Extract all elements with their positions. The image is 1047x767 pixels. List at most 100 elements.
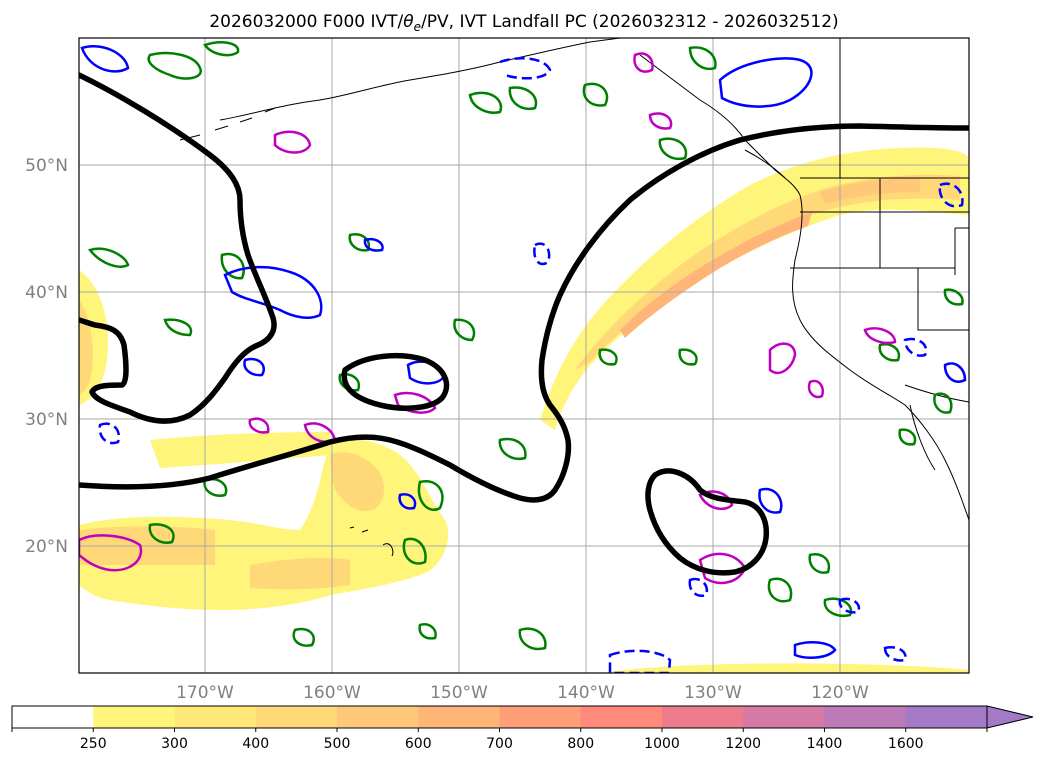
colorbar-label-300: 300 xyxy=(161,736,188,752)
colorbar-cell-8 xyxy=(662,706,744,728)
green-contour-30 xyxy=(348,233,371,252)
border-state-4 xyxy=(917,268,969,331)
magenta-contour-8 xyxy=(768,342,797,375)
green-contour-5 xyxy=(163,318,193,337)
coastline-baja xyxy=(909,404,936,471)
colorbar-ticks xyxy=(11,728,988,732)
green-contour-13 xyxy=(402,537,427,565)
colorbar-label-500: 500 xyxy=(324,736,351,752)
colorbar-cell-9 xyxy=(743,706,825,728)
colorbar-label-1600: 1600 xyxy=(888,736,924,752)
ivt-band-south-core2 xyxy=(330,452,384,511)
green-contour-29 xyxy=(823,597,853,617)
green-contour-4 xyxy=(220,252,245,280)
colorbar-cell-5 xyxy=(418,706,500,728)
colorbar-label-1200: 1200 xyxy=(725,736,761,752)
blue-contour-dashed-7 xyxy=(903,337,928,357)
figure-title: 2026032000 F000 IVT/θe/PV, IVT Landfall … xyxy=(209,12,838,34)
lat-label-40: 40°N xyxy=(25,283,68,303)
coastline-us-west xyxy=(792,194,969,521)
border-state-5 xyxy=(954,227,969,275)
green-contour-9 xyxy=(582,82,609,107)
coastline-vancouver-island xyxy=(744,149,786,179)
magenta-contour-1 xyxy=(273,130,312,154)
green-contour-17 xyxy=(808,553,831,574)
blue-contour-2 xyxy=(718,57,813,108)
blue-contour-dashed-1 xyxy=(499,57,552,80)
blue-contour-8 xyxy=(943,362,967,383)
blue-contour-1 xyxy=(80,45,130,73)
black-contours xyxy=(79,72,969,576)
latitude-labels: 50°N 40°N 30°N 20°N xyxy=(25,156,68,557)
green-contour-7 xyxy=(468,91,503,114)
colorbar-cell-11 xyxy=(905,706,988,728)
green-contour-25 xyxy=(598,348,618,366)
blue-contour-6 xyxy=(758,487,783,514)
magenta-contour-12 xyxy=(648,112,673,130)
green-contour-20 xyxy=(418,623,437,640)
blue-contour-10 xyxy=(363,238,384,252)
black-contour-central xyxy=(79,123,969,503)
green-contour-21 xyxy=(878,343,901,362)
lon-label-130w: 130°W xyxy=(684,683,742,703)
coastline-hawaii xyxy=(349,526,394,557)
black-contour-island-loop xyxy=(341,352,450,411)
blue-contour-dashed-6 xyxy=(938,182,964,208)
graticule xyxy=(79,38,969,673)
colorbar-extend-arrow xyxy=(986,705,1034,729)
lon-label-170w: 170°W xyxy=(176,683,234,703)
green-contour-1 xyxy=(147,51,202,80)
colorbar-cell-7 xyxy=(580,706,663,728)
colorbar-cell-4 xyxy=(337,706,419,728)
lon-label-150w: 150°W xyxy=(430,683,488,703)
blue-contour-7 xyxy=(398,493,417,510)
green-contours xyxy=(87,41,964,651)
ivt-plume-northeast-core1 xyxy=(575,174,960,370)
green-contour-14 xyxy=(498,437,527,461)
ivt-bottom-edge xyxy=(600,663,969,673)
colorbar-labels: 250 300 400 500 600 700 800 1000 1200 1400 1600 xyxy=(80,736,924,752)
lat-label-50: 50°N xyxy=(25,156,68,176)
green-contour-8 xyxy=(508,86,538,111)
green-contour-28 xyxy=(148,523,175,544)
blue-contour-3 xyxy=(223,265,323,319)
blue-contours xyxy=(80,45,967,673)
green-contour-11 xyxy=(658,137,688,161)
green-contour-18 xyxy=(203,477,228,497)
colorbar-label-1400: 1400 xyxy=(807,736,843,752)
lon-label-120w: 120°W xyxy=(811,683,869,703)
colorbar-cell-6 xyxy=(499,706,582,728)
colorbar-cell-10 xyxy=(824,706,907,728)
blue-contour-dashed-5 xyxy=(608,649,672,673)
magenta-contour-11 xyxy=(633,52,654,73)
magenta-contour-10 xyxy=(863,327,897,345)
colorbar-label-400: 400 xyxy=(242,736,269,752)
map-area xyxy=(79,38,969,673)
blue-contour-dashed-8 xyxy=(883,646,907,662)
map-frame xyxy=(78,37,970,674)
green-contour-6 xyxy=(453,318,476,342)
blue-contour-dashed-3 xyxy=(98,422,121,445)
green-contour-26 xyxy=(678,348,698,366)
colorbar: 250 300 400 500 600 700 800 1000 1200 1400 1600 xyxy=(11,705,1034,752)
blue-contour-5 xyxy=(243,357,265,377)
ivt-band-mid xyxy=(150,432,330,468)
blue-contour-9 xyxy=(793,641,837,659)
green-contour-2 xyxy=(203,41,240,57)
green-contour-3 xyxy=(87,247,130,268)
lon-label-140w: 140°W xyxy=(557,683,615,703)
lon-label-160w: 160°W xyxy=(303,683,361,703)
green-contour-10 xyxy=(688,46,717,71)
colorbar-cell-3 xyxy=(255,706,338,728)
green-contour-22 xyxy=(933,392,953,414)
blue-contour-dashed-9 xyxy=(838,597,861,614)
coastline-alaska xyxy=(219,38,621,121)
colorbar-cells xyxy=(12,706,988,728)
colorbar-cell-2 xyxy=(174,706,257,728)
colorbar-cell-1 xyxy=(93,706,175,728)
ivt-plume-northeast-core2 xyxy=(620,212,812,338)
colorbar-cell-0 xyxy=(12,706,94,728)
black-contour-south-loop xyxy=(645,468,770,576)
colorbar-label-1000: 1000 xyxy=(644,736,680,752)
lat-label-30: 30°N xyxy=(25,410,68,430)
